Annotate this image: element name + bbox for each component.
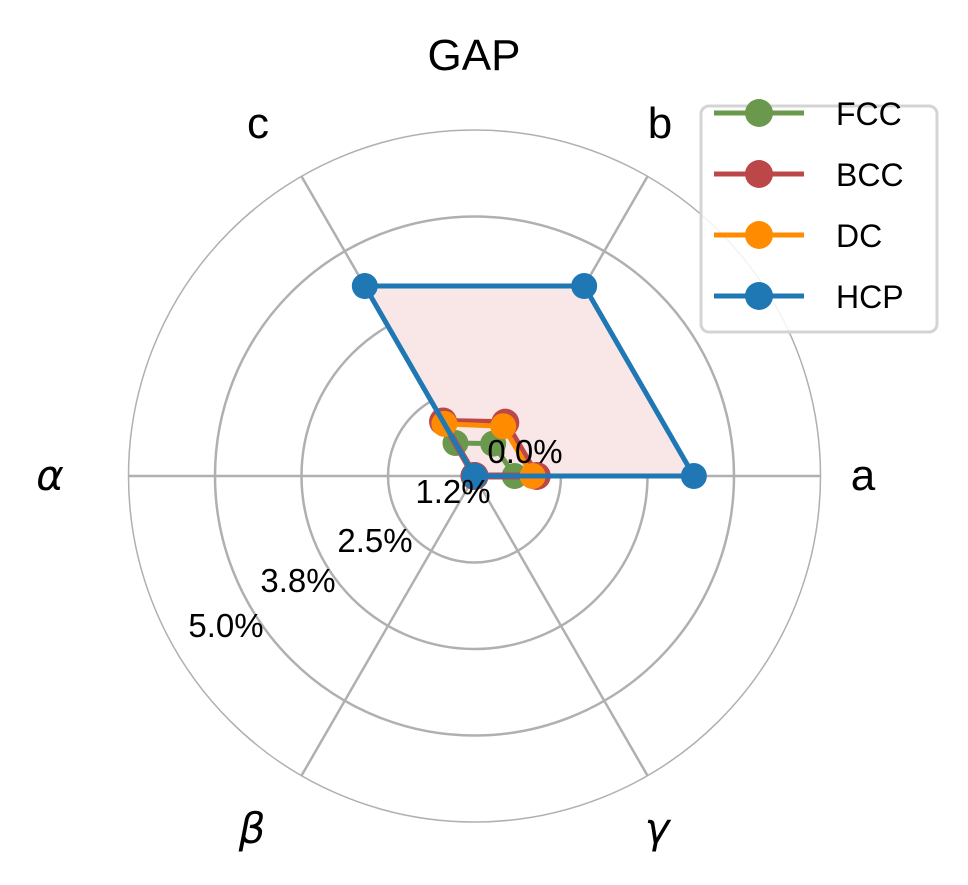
radial-tick-labels: 0.0%1.2%2.5%3.8% 5.0% xyxy=(188,433,562,644)
legend-marker-icon xyxy=(745,160,773,188)
data-point-marker xyxy=(490,413,517,440)
legend: FCC BCC DC HCP xyxy=(699,96,939,334)
axis-label-0: a xyxy=(851,451,876,500)
legend-item-bcc: BCC xyxy=(714,157,904,193)
radial-tick-label: 3.8% xyxy=(260,562,335,599)
axis-labels: a b c α β γ xyxy=(36,99,876,853)
radial-tick-label: 5.0% xyxy=(188,607,263,644)
radial-tick-label: 0.0% xyxy=(487,433,562,470)
axis-label-4: β xyxy=(238,804,266,853)
data-point-marker xyxy=(680,463,707,489)
series-hcp xyxy=(351,273,707,489)
data-point-marker xyxy=(571,273,598,300)
radial-tick-label: 2.5% xyxy=(337,522,412,559)
grid-spoke xyxy=(473,475,649,777)
legend-label: HCP xyxy=(836,279,904,315)
legend-label: BCC xyxy=(836,157,904,193)
data-point-marker xyxy=(351,273,378,300)
legend-item-hcp: HCP xyxy=(714,279,904,315)
axis-label-5: γ xyxy=(645,804,672,853)
legend-label: FCC xyxy=(836,96,902,132)
legend-item-dc: DC xyxy=(714,218,882,254)
axis-label-2: c xyxy=(247,99,269,148)
legend-marker-icon xyxy=(745,282,773,310)
legend-marker-icon xyxy=(745,221,773,249)
radial-tick-label: 1.2% xyxy=(415,473,490,510)
data-point-marker xyxy=(461,463,488,489)
chart-title: GAP xyxy=(428,31,521,80)
legend-label: DC xyxy=(836,218,882,254)
series-lines xyxy=(351,273,707,490)
grid-spoke xyxy=(300,475,476,777)
legend-marker-icon xyxy=(745,99,773,127)
axis-label-1: b xyxy=(648,99,672,148)
legend-item-fcc: FCC xyxy=(714,96,902,132)
axis-label-3: α xyxy=(36,451,64,500)
